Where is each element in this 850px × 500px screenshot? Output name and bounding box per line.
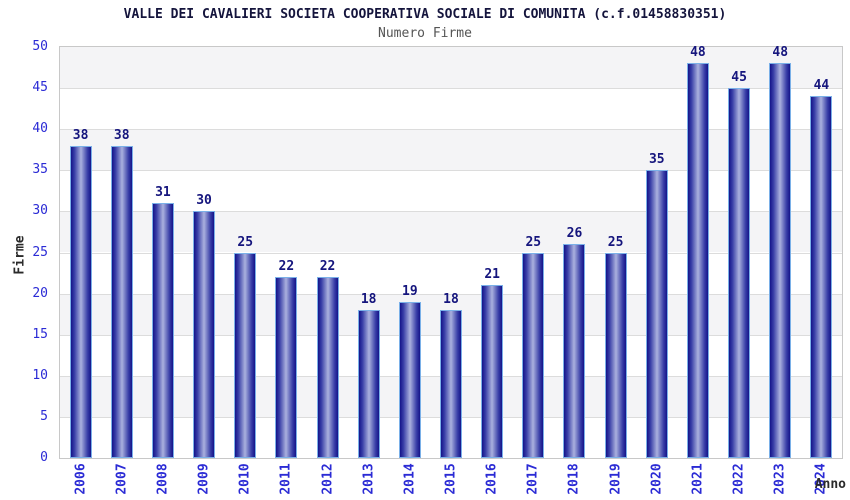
x-tick-2006: 2006: [73, 463, 89, 495]
bar-2020: [645, 170, 668, 458]
x-tick-2019: 2019: [608, 463, 624, 495]
bar-2008: [151, 203, 174, 458]
x-tick-2011: 2011: [278, 463, 294, 495]
x-tick-2023: 2023: [772, 463, 788, 495]
plot-band: [60, 129, 842, 171]
bar-2013: [357, 310, 380, 458]
plot-band: [60, 170, 842, 212]
bar-value-label: 35: [648, 152, 665, 168]
x-tick-2022: 2022: [731, 463, 747, 495]
x-tick-2008: 2008: [155, 463, 171, 495]
bar-2011: [275, 277, 298, 458]
bar-value-label: 25: [525, 234, 542, 250]
bar-value-label: 44: [813, 78, 830, 94]
bar-value-label: 26: [566, 226, 583, 242]
bar-2012: [316, 277, 339, 458]
bar-value-label: 22: [278, 259, 295, 275]
gridline: [60, 293, 842, 295]
bar-2022: [728, 88, 751, 458]
chart-subtitle: Numero Firme: [378, 26, 472, 41]
y-axis-title: Firme: [12, 235, 28, 275]
bar-value-label: 45: [731, 70, 747, 86]
y-tick-35: 35: [32, 162, 48, 178]
bar-value-label: 25: [237, 234, 254, 250]
bar-2006: [69, 145, 92, 458]
x-tick-2010: 2010: [237, 463, 253, 495]
bar-value-label: 31: [155, 185, 171, 201]
bar-value-label: 19: [402, 283, 418, 299]
x-tick-2015: 2015: [443, 463, 459, 495]
bar-2009: [193, 211, 216, 458]
bar-2024: [810, 96, 833, 458]
x-tick-2014: 2014: [402, 463, 418, 495]
bar-2016: [481, 285, 504, 458]
y-tick-45: 45: [32, 80, 48, 96]
bar-2015: [440, 310, 462, 458]
bar-2014: [398, 301, 421, 458]
x-tick-2021: 2021: [690, 463, 706, 495]
x-axis-title: Anno: [814, 477, 846, 492]
plot-area: 38 38 31 30 25 22 22 18 19 18 21 25 26 25 35 48 45 48 44: [59, 45, 843, 459]
bar-value-label: 25: [607, 234, 624, 250]
gridline: [60, 252, 842, 254]
x-tick-2007: 2007: [114, 463, 130, 495]
bar-value-label: 18: [360, 292, 377, 308]
x-tick-2012: 2012: [320, 463, 336, 495]
bar-value-label: 18: [443, 292, 459, 308]
y-tick-25: 25: [32, 244, 48, 260]
plot-band: [60, 211, 842, 253]
plot-band: [60, 252, 842, 294]
bar-2017: [522, 252, 545, 458]
bar-value-label: 22: [319, 259, 336, 275]
x-tick-2016: 2016: [484, 463, 500, 495]
x-tick-2013: 2013: [361, 463, 377, 495]
bar-value-label: 48: [772, 45, 789, 61]
plot-band: [60, 88, 842, 130]
gridline: [60, 211, 842, 213]
y-tick-15: 15: [32, 326, 48, 342]
bar-2007: [110, 145, 133, 458]
plot-band: [60, 47, 842, 89]
bar-2010: [234, 252, 257, 458]
y-tick-30: 30: [32, 203, 48, 219]
bar-2023: [769, 63, 792, 458]
y-tick-20: 20: [32, 285, 48, 301]
x-tick-2020: 2020: [649, 463, 665, 495]
gridline: [60, 129, 842, 131]
bar-2018: [563, 244, 586, 458]
y-tick-40: 40: [32, 121, 48, 137]
x-tick-2017: 2017: [525, 463, 541, 495]
bar-value-label: 38: [113, 127, 130, 143]
x-tick-2018: 2018: [566, 463, 582, 495]
chart-title: VALLE DEI CAVALIERI SOCIETA COOPERATIVA …: [123, 7, 727, 22]
x-tick-2009: 2009: [196, 463, 212, 495]
bar-value-label: 30: [196, 193, 212, 209]
bar-value-label: 48: [690, 45, 706, 61]
gridline: [60, 88, 842, 90]
y-tick-50: 50: [32, 39, 48, 54]
bar-value-label: 21: [484, 267, 500, 283]
y-tick-10: 10: [32, 367, 48, 383]
bar-value-label: 38: [72, 127, 89, 143]
bar-2019: [604, 252, 627, 458]
gridline: [60, 170, 842, 172]
y-tick-5: 5: [40, 408, 48, 424]
bar-2021: [686, 63, 709, 458]
y-tick-0: 0: [40, 450, 48, 465]
